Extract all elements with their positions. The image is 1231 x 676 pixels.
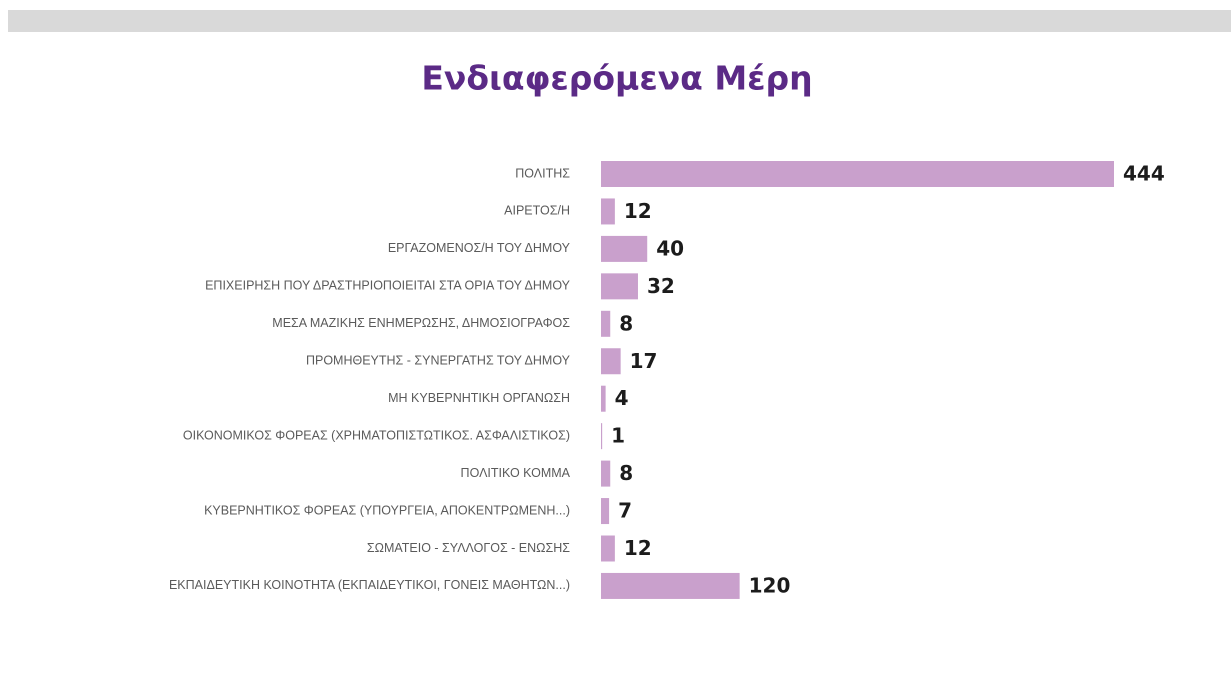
value-label: 8 <box>619 311 633 335</box>
bar <box>601 161 1114 187</box>
category-label: ΜΕΣΑ ΜΑΖΙΚΗΣ ΕΝΗΜΕΡΩΣΗΣ, ΔΗΜΟΣΙΟΓΡΑΦΟΣ <box>272 316 570 330</box>
value-label: 8 <box>619 461 633 485</box>
bar <box>601 273 638 300</box>
bar <box>601 385 606 412</box>
category-label: ΑΙΡΕΤΟΣ/Η <box>504 204 570 218</box>
bar <box>601 310 611 337</box>
bar <box>601 198 615 225</box>
bar <box>601 423 603 450</box>
value-label: 32 <box>647 274 675 298</box>
bar <box>601 235 648 262</box>
value-label: 120 <box>749 573 791 597</box>
category-label: ΕΡΓΑΖΟΜΕΝΟΣ/Η ΤΟΥ ΔΗΜΟΥ <box>388 241 571 255</box>
value-label: 12 <box>624 199 652 223</box>
bar <box>601 348 621 375</box>
category-label: ΕΚΠΑΙΔΕΥΤΙΚΗ ΚΟΙΝΟΤΗΤΑ (ΕΚΠΑΙΔΕΥΤΙΚΟΙ, Γ… <box>169 578 570 592</box>
value-label: 7 <box>618 499 632 523</box>
value-label: 1 <box>611 424 625 448</box>
bar <box>601 498 610 525</box>
value-label: 444 <box>1123 162 1165 186</box>
value-label: 40 <box>656 236 684 260</box>
category-label: ΠΟΛΙΤΗΣ <box>515 166 570 180</box>
bar <box>601 460 611 487</box>
category-label: ΕΠΙΧΕΙΡΗΣΗ ΠΟΥ ΔΡΑΣΤΗΡΙΟΠΟΙΕΙΤΑΙ ΣΤΑ ΟΡΙ… <box>205 279 571 293</box>
category-label: ΚΥΒΕΡΝΗΤΙΚΟΣ ΦΟΡΕΑΣ (ΥΠΟΥΡΓΕΙΑ, ΑΠΟΚΕΝΤΡ… <box>204 503 570 517</box>
value-label: 12 <box>624 536 652 560</box>
category-label: ΠΟΛΙΤΙΚΟ ΚΟΜΜΑ <box>461 466 571 480</box>
chart-title: Ενδιαφερόμενα Μέρη <box>421 59 812 98</box>
bar <box>601 572 740 599</box>
value-label: 4 <box>615 386 629 410</box>
value-label: 17 <box>630 349 658 373</box>
category-label: ΜΗ ΚΥΒΕΡΝΗΤΙΚΗ ΟΡΓΑΝΩΣΗ <box>388 391 570 405</box>
bar <box>601 535 615 562</box>
category-label: ΟΙΚΟΝΟΜΙΚΟΣ ΦΟΡΕΑΣ (ΧΡΗΜΑΤΟΠΙΣΤΩΤΙΚΟΣ. Α… <box>183 428 570 442</box>
category-label: ΠΡΟΜΗΘΕΥΤΗΣ - ΣΥΝΕΡΓΑΤΗΣ ΤΟΥ ΔΗΜΟΥ <box>306 354 571 368</box>
category-label: ΣΩΜΑΤΕΙΟ - ΣΥΛΛΟΓΟΣ - ΕΝΩΣΗΣ <box>367 541 570 555</box>
top-bar <box>8 10 1231 32</box>
